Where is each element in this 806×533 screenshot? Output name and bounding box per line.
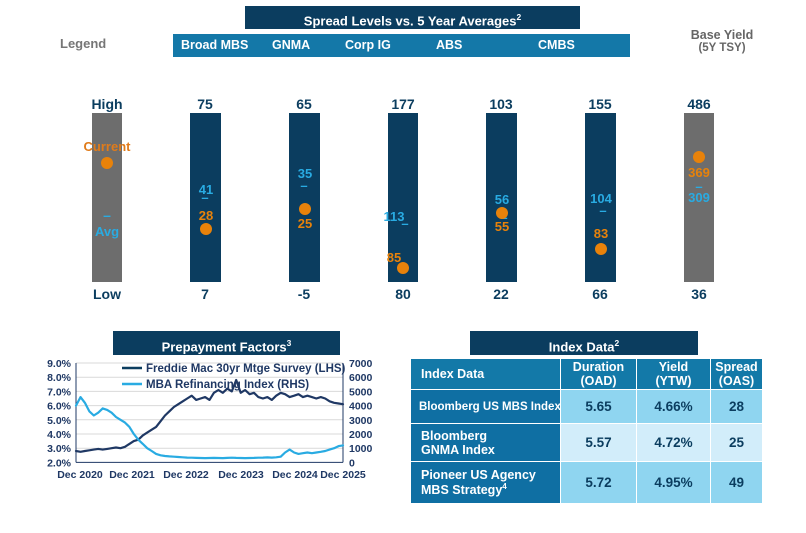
svg-text:8.0%: 8.0% [47,372,72,384]
svg-text:0: 0 [349,457,355,469]
svg-text:Dec 2023: Dec 2023 [218,469,264,481]
svg-text:Dec 2020: Dec 2020 [57,469,103,481]
svg-text:Dec 2022: Dec 2022 [163,469,209,481]
svg-text:5000: 5000 [349,387,373,399]
svg-text:9.0%: 9.0% [47,358,72,370]
svg-text:3000: 3000 [349,415,373,427]
svg-text:Dec 2021: Dec 2021 [109,469,155,481]
svg-text:3.0%: 3.0% [47,443,72,455]
svg-text:4000: 4000 [349,401,373,413]
svg-text:7.0%: 7.0% [47,387,72,399]
svg-text:4.0%: 4.0% [47,429,72,441]
svg-text:5.0%: 5.0% [47,415,72,427]
svg-text:Freddie Mac 30yr Mtge Survey (: Freddie Mac 30yr Mtge Survey (LHS) [146,363,346,375]
svg-text:Dec 2024: Dec 2024 [272,469,318,481]
svg-text:6000: 6000 [349,372,373,384]
svg-text:Dec 2025: Dec 2025 [320,469,366,481]
svg-text:1000: 1000 [349,443,373,455]
svg-text:7000: 7000 [349,358,373,370]
svg-text:6.0%: 6.0% [47,401,72,413]
svg-text:2.0%: 2.0% [47,457,72,469]
svg-text:2000: 2000 [349,429,373,441]
